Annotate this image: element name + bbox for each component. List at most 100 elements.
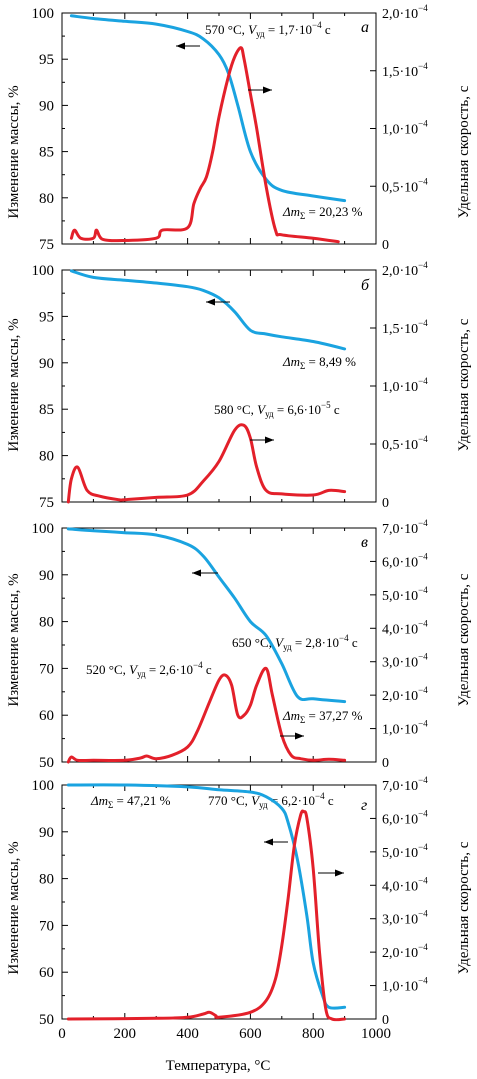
right-tick-label: 0 xyxy=(382,756,389,771)
right-tick-exponent: −4 xyxy=(418,518,428,528)
total-value: = 47,21 % xyxy=(113,793,170,808)
panel-g-annotations: г ΔmΣ = 47,21 % 770 °C, Vуд = 6,2·10−4 с xyxy=(90,791,367,814)
arrow-to-right-axis xyxy=(250,436,274,444)
peak-temp: 520 °C, xyxy=(86,662,126,677)
peak-temp: 770 °C, xyxy=(208,793,248,808)
arrow-to-right-axis-head xyxy=(295,732,304,740)
v-subscript: уд xyxy=(265,409,274,419)
peak-temp: 570 °C, xyxy=(205,22,245,37)
panel-b-annotations: б ΔmΣ = 8,49 % 580 °C, Vуд = 6,6·10−5 с xyxy=(214,277,370,419)
right-tick-exponent: −4 xyxy=(418,434,428,444)
right-tick-exponent: −4 xyxy=(418,875,428,885)
right-tick-label: 7,0·10−4 xyxy=(382,518,428,537)
y2label-panel-v: Удельная скорость, с xyxy=(456,573,472,706)
panel-v-letter: в xyxy=(361,534,368,551)
arrow-to-right-axis-head xyxy=(265,436,274,444)
right-tick-exponent: −4 xyxy=(418,652,428,662)
plot-frame xyxy=(61,269,377,503)
ylabel-panel-v: Изменение массы, % xyxy=(6,573,22,706)
right-tick-label: 6,0·10−4 xyxy=(382,551,428,570)
peak-temp: 580 °C, xyxy=(214,402,254,417)
y2label-panel-b: Удельная скорость, с xyxy=(456,318,472,451)
arrow-to-left-axis-head xyxy=(176,42,185,50)
arrow-to-left-axis xyxy=(176,42,200,50)
left-tick-label: 60 xyxy=(39,708,54,724)
v-symbol: V xyxy=(257,402,267,417)
sigma-subscript: Σ xyxy=(300,211,305,221)
right-tick-exponent: −4 xyxy=(418,61,428,71)
delta-m: Δm xyxy=(90,793,108,808)
right-tick-label: 0 xyxy=(382,238,389,253)
right-tick-exponent: −4 xyxy=(418,842,428,852)
right-tick-exponent: −4 xyxy=(418,685,428,695)
peak-temp: 650 °C, xyxy=(232,635,272,650)
left-tick-label: 50 xyxy=(39,755,54,771)
left-tick-label: 75 xyxy=(39,237,54,253)
right-tick-label: 1,0·10−4 xyxy=(382,976,428,995)
right-tick-label: 4,0·10−4 xyxy=(382,618,428,637)
left-tick-label: 80 xyxy=(39,615,54,631)
right-tick-label: 2,0·10−4 xyxy=(382,3,428,22)
panel-v-peak2-label: 650 °C, Vуд = 2,8·10−4 с xyxy=(232,633,358,652)
panel-g-total-loss: ΔmΣ = 47,21 % xyxy=(90,793,171,810)
right-tick-exponent: −4 xyxy=(418,942,428,952)
v-symbol: V xyxy=(248,22,258,37)
peak-exponent: −4 xyxy=(193,660,203,670)
left-tick-label: 60 xyxy=(39,965,54,981)
panel-v-peak1-label: 520 °C, Vуд = 2,6·10−4 с xyxy=(86,660,212,679)
right-tick-exponent: −4 xyxy=(418,585,428,595)
panel-b-total-loss: ΔmΣ = 8,49 % xyxy=(282,354,356,371)
mass-change-curve xyxy=(69,269,347,351)
arrow-to-right-axis xyxy=(280,732,304,740)
left-tick-label: 70 xyxy=(39,918,54,934)
v-subscript: уд xyxy=(259,800,268,810)
right-tick-label: 2,0·10−4 xyxy=(382,942,428,961)
v-subscript: уд xyxy=(283,642,292,652)
peak-value: = 2,6·10 xyxy=(146,662,193,677)
right-tick-label: 3,0·10−4 xyxy=(382,652,428,671)
plot-frame xyxy=(61,784,377,1020)
shared-left-labels: Изменение массы, % Изменение массы, % Из… xyxy=(6,85,22,974)
right-tick-label: 2,0·10−4 xyxy=(382,685,428,704)
left-tick-label: 80 xyxy=(39,449,54,465)
right-tick-label: 1,0·10−4 xyxy=(382,376,428,395)
shared-right-labels: Удельная скорость, с Удельная скорость, … xyxy=(456,85,472,974)
arrow-to-left-axis-head xyxy=(206,298,215,306)
panel-в: 100 90 80 70 60 50 7,0·10−4 6,0·10−4 5,0·10−4 4,0… xyxy=(32,518,429,771)
right-tick-label: 0 xyxy=(382,496,389,511)
v-symbol: V xyxy=(129,662,139,677)
right-tick-exponent: −4 xyxy=(418,176,428,186)
right-tick-exponent: −4 xyxy=(418,318,428,328)
total-value: = 20,23 % xyxy=(305,204,362,219)
specific-rate-curve xyxy=(69,46,340,244)
x-tick-label: 600 xyxy=(239,1026,262,1042)
panel-a-peak-label: 570 °C, Vуд = 1,7·10−4 с xyxy=(205,20,331,39)
specific-rate-curve xyxy=(66,423,347,504)
peak-exponent: −4 xyxy=(315,791,325,801)
specific-rate-curve xyxy=(66,666,347,764)
peak-unit: с xyxy=(203,662,212,677)
right-tick-label: 1,0·10−4 xyxy=(382,119,428,138)
arrow-to-left-axis xyxy=(192,569,218,577)
right-tick-exponent: −4 xyxy=(418,719,428,729)
arrow-to-right-axis-head xyxy=(335,869,344,877)
total-value: = 37,27 % xyxy=(305,708,362,723)
right-tick-exponent: −4 xyxy=(418,376,428,386)
panel-v-annotations: в 650 °C, Vуд = 2,8·10−4 с 520 °C, Vуд =… xyxy=(86,534,368,725)
right-tick-label: 7,0·10−4 xyxy=(382,775,428,794)
left-tick-label: 90 xyxy=(39,568,54,584)
v-symbol: V xyxy=(251,793,261,808)
right-tick-label: 1,0·10−4 xyxy=(382,719,428,738)
arrow-to-left-axis xyxy=(206,298,230,306)
x-tick-label: 400 xyxy=(176,1026,199,1042)
right-tick-exponent: −4 xyxy=(418,808,428,818)
total-value: = 8,49 % xyxy=(305,354,356,369)
right-tick-label: 3,0·10−4 xyxy=(382,909,428,928)
ylabel-panel-a: Изменение массы, % xyxy=(6,85,22,218)
right-tick-label: 5,0·10−4 xyxy=(382,842,428,861)
specific-rate-curve xyxy=(66,809,347,1022)
left-tick-label: 50 xyxy=(39,1012,54,1028)
left-tick-label: 90 xyxy=(39,825,54,841)
peak-unit: с xyxy=(322,22,331,37)
